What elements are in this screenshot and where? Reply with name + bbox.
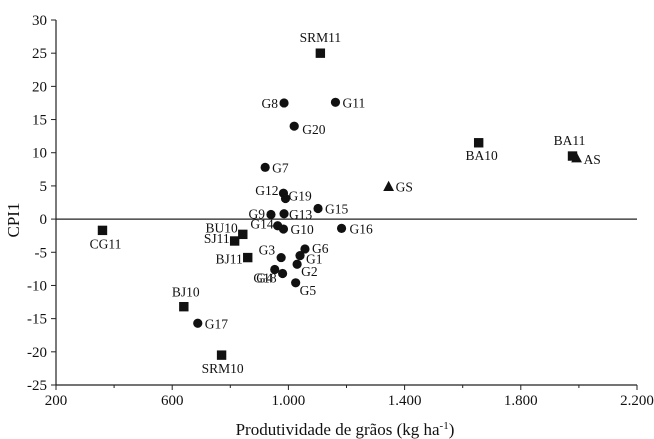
y-tick-label: -10	[27, 278, 47, 294]
y-tick-label: 0	[40, 212, 48, 228]
x-tick-label: 600	[161, 393, 184, 409]
label-g18: G18	[253, 271, 276, 286]
y-tick-label: -25	[27, 378, 47, 394]
label-bj10: BJ10	[172, 285, 200, 300]
label-g10: G10	[290, 222, 313, 237]
point-g4	[270, 264, 280, 275]
label-g5: G5	[300, 283, 317, 298]
point-g11	[330, 97, 341, 107]
point-g2	[292, 259, 302, 269]
x-tick-label: 1.000	[272, 393, 306, 409]
data-points	[97, 48, 582, 360]
label-as: AS	[584, 152, 601, 167]
y-axis-title: CPI1	[4, 203, 23, 238]
label-cg11: CG11	[90, 236, 122, 251]
x-tick-label: 1.400	[388, 393, 422, 409]
point-g19	[280, 193, 291, 204]
point-g9	[266, 209, 276, 220]
point-g18	[277, 268, 288, 279]
label-g2: G2	[301, 264, 318, 279]
label-bu10: BU10	[206, 220, 239, 235]
label-sj11: SJ11	[204, 231, 230, 246]
point-g17	[193, 318, 203, 328]
point-g6	[300, 244, 310, 254]
point-bj11	[243, 252, 253, 263]
label-g9: G9	[248, 206, 265, 221]
point-g20	[289, 121, 299, 131]
point-g8	[279, 98, 289, 108]
point-g3	[276, 252, 286, 263]
y-tick-label: 10	[32, 146, 47, 162]
point-srm11	[315, 48, 326, 58]
point-g7	[260, 162, 270, 172]
label-g3: G3	[259, 243, 276, 258]
x-axis-title-main: Produtividade de grãos (kg ha	[236, 420, 440, 439]
x-axis-title: Produtividade de grãos (kg ha-1)	[236, 420, 455, 439]
label-ba10: BA10	[466, 148, 499, 163]
label-srm10: SRM10	[202, 361, 244, 376]
label-g11: G11	[342, 95, 365, 110]
point-g13	[279, 209, 289, 219]
point-sj11	[229, 236, 240, 246]
label-g13: G13	[289, 207, 312, 222]
x-axis-title-superscript: -1	[440, 420, 449, 432]
x-tick-label: 200	[45, 393, 68, 409]
point-srm10	[216, 350, 227, 360]
label-srm11: SRM11	[300, 30, 342, 45]
point-g15	[313, 203, 323, 214]
label-ba11: BA11	[554, 133, 586, 148]
label-g7: G7	[272, 160, 289, 175]
label-g14: G14	[250, 217, 273, 232]
point-ba11	[567, 151, 578, 161]
point-cg11	[97, 225, 108, 236]
y-tick-label: 20	[32, 79, 47, 95]
label-bj11: BJ11	[215, 252, 242, 267]
label-g20: G20	[302, 122, 325, 137]
point-gs	[383, 180, 395, 191]
y-tick-label: 5	[40, 179, 48, 195]
y-tick-label: -20	[27, 345, 47, 361]
point-g16	[336, 223, 347, 233]
y-tick-label: 25	[32, 46, 47, 62]
label-g1: G1	[306, 252, 323, 267]
label-g15: G15	[325, 201, 348, 216]
x-tick-label: 2.200	[620, 393, 654, 409]
x-axis-title-end: )	[449, 420, 455, 439]
label-g17: G17	[205, 316, 228, 331]
point-bj10	[179, 301, 189, 312]
label-g16: G16	[350, 221, 373, 236]
point-g1	[295, 250, 305, 261]
label-g8: G8	[262, 96, 279, 111]
point-bu10	[238, 229, 248, 240]
point-g5	[291, 278, 301, 288]
point-ba10	[473, 138, 484, 148]
label-g4: G4	[256, 271, 273, 286]
label-gs: GS	[396, 180, 413, 195]
point-g14	[273, 221, 283, 231]
label-g6: G6	[312, 241, 329, 256]
axes	[51, 19, 638, 390]
y-tick-label: -5	[35, 245, 48, 261]
y-tick-label: -15	[27, 312, 47, 328]
y-tick-label: 30	[32, 13, 47, 29]
point-as	[571, 152, 582, 163]
label-g12: G12	[255, 183, 278, 198]
label-g19: G19	[288, 189, 311, 204]
x-tick-label: 1.800	[504, 393, 538, 409]
y-tick-label: 15	[32, 113, 47, 129]
